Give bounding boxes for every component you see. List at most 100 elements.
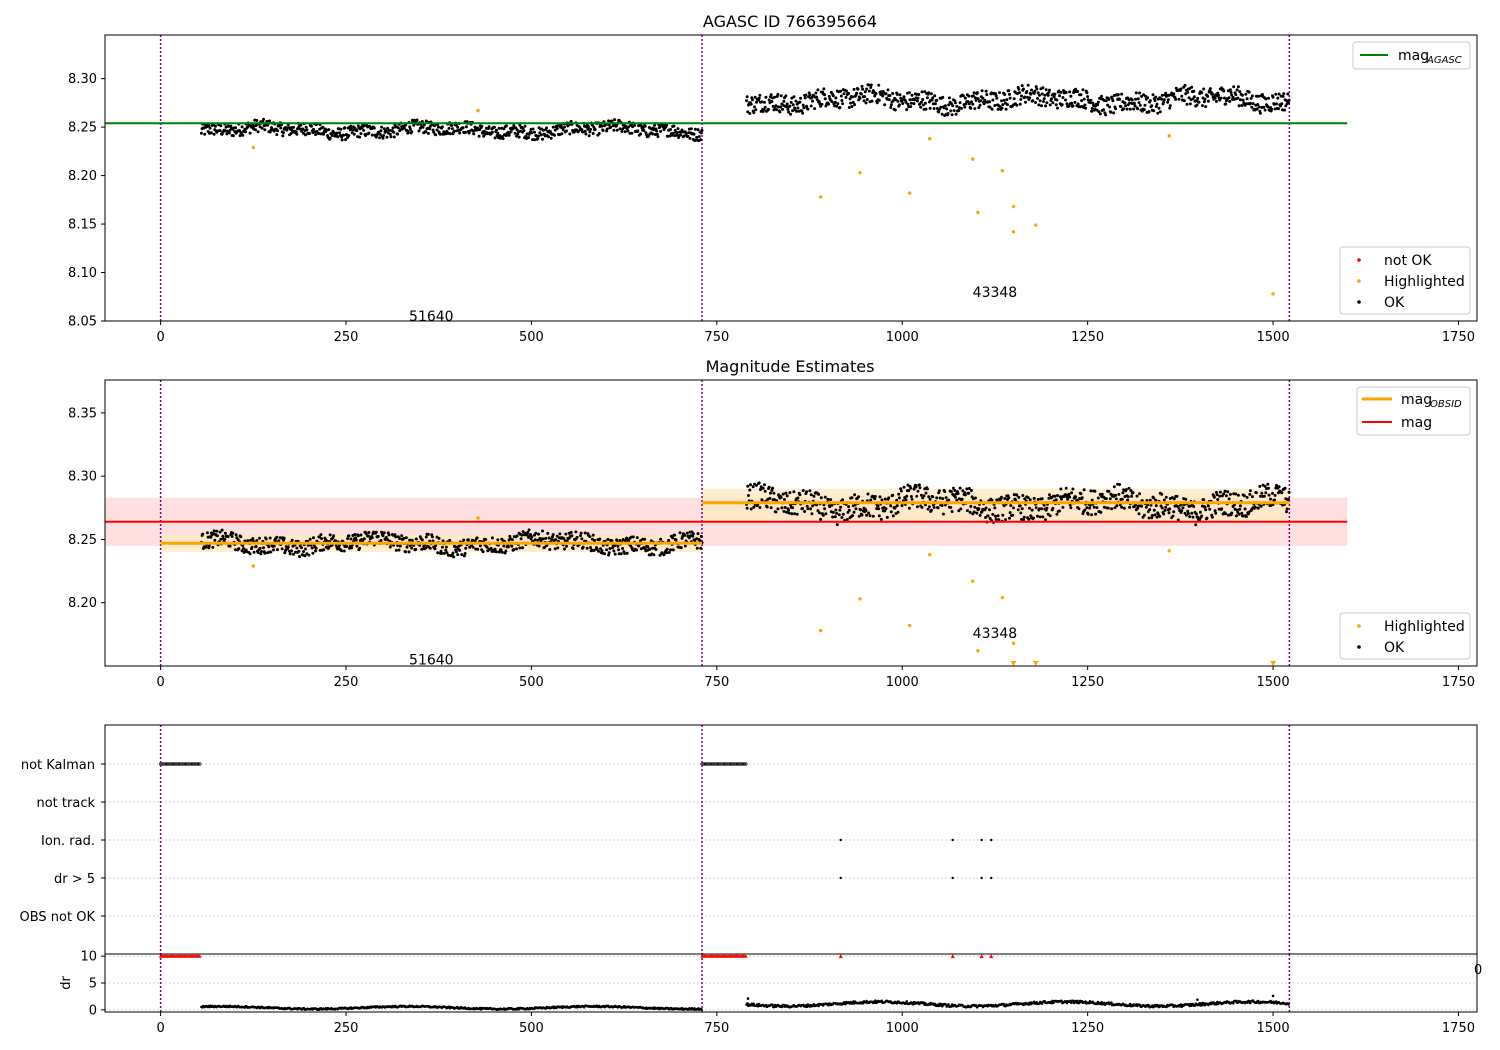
ok-point [1224, 102, 1228, 106]
dr-point [1196, 998, 1199, 1001]
ok-point [993, 104, 997, 107]
ok-point [1021, 494, 1025, 497]
x-tick-label: 1500 [1257, 330, 1290, 345]
ok-point [545, 126, 548, 130]
ok-point [1183, 83, 1187, 87]
ok-point [618, 127, 622, 131]
ok-point [697, 135, 701, 139]
ok-point [1048, 88, 1051, 92]
ok-point [757, 96, 761, 100]
ok-point [1015, 493, 1019, 497]
ok-point [445, 551, 449, 555]
ok-point [565, 129, 568, 133]
ok-point [1166, 100, 1170, 104]
ok-point [779, 496, 783, 499]
ok-point [394, 548, 398, 552]
ok-point [857, 495, 861, 499]
ok-point [957, 509, 961, 513]
ok-point [1088, 506, 1092, 510]
ok-point [782, 509, 786, 513]
ok-point [1222, 96, 1226, 100]
ok-point [1109, 110, 1113, 114]
ok-point [785, 494, 789, 498]
ok-point [1070, 101, 1074, 105]
ok-point [949, 109, 953, 113]
ok-point [1235, 88, 1239, 92]
ok-point [621, 538, 625, 541]
ok-point [1059, 487, 1063, 491]
ok-point [1064, 91, 1068, 94]
ok-point [1056, 494, 1059, 497]
ok-point [336, 547, 340, 551]
ok-point [977, 507, 981, 511]
ok-point [1277, 485, 1281, 489]
ok-point [963, 105, 967, 109]
ok-point [862, 99, 866, 103]
ok-point [919, 100, 923, 104]
ok-point [385, 135, 389, 139]
ok-point [761, 486, 765, 490]
ok-point [246, 539, 250, 543]
ok-point [1202, 87, 1206, 91]
ok-point [480, 124, 484, 128]
dr-point [1271, 994, 1275, 998]
ok-point [785, 510, 789, 514]
ok-point [871, 514, 875, 518]
ok-point [764, 95, 768, 99]
ok-point [539, 133, 543, 137]
y-tick-label: 10 [80, 950, 97, 965]
ok-point [901, 102, 905, 105]
ok-point [288, 552, 292, 556]
ok-point [1186, 90, 1190, 94]
ok-point [484, 538, 488, 541]
ok-point [1091, 101, 1095, 105]
ok-point [770, 100, 774, 103]
ok-point [402, 126, 406, 130]
ok-point [354, 538, 358, 542]
x-tick-label: 750 [704, 330, 729, 345]
ok-point [1102, 108, 1106, 112]
ok-point [1158, 514, 1162, 518]
ok-point [1130, 494, 1134, 498]
ok-point [612, 128, 616, 132]
dr-plot-content [105, 954, 1477, 1012]
ok-point [849, 101, 853, 105]
ok-point [1030, 508, 1034, 512]
dr-point [780, 1005, 784, 1009]
ok-point [1224, 512, 1228, 516]
ok-point [220, 528, 224, 532]
ok-point [343, 126, 347, 130]
ok-point [521, 530, 525, 534]
ok-point [290, 538, 294, 542]
ok-point [485, 545, 489, 549]
ok-point [489, 546, 493, 550]
ok-point [1045, 101, 1049, 105]
ok-point [1137, 512, 1141, 516]
ok-point [646, 545, 650, 549]
ok-point [919, 493, 923, 497]
ok-point [1036, 497, 1040, 501]
ok-point [589, 127, 592, 131]
ok-point [691, 534, 695, 538]
ok-point [1071, 104, 1075, 108]
ok-point [1001, 513, 1005, 517]
ok-point [1236, 85, 1240, 89]
x-tick-label: 0 [156, 675, 164, 690]
ok-point [478, 544, 482, 548]
ok-point [388, 132, 392, 136]
ok-point [1248, 492, 1252, 496]
ok-point [927, 495, 931, 499]
ok-point [585, 546, 589, 550]
ok-point [827, 102, 831, 106]
ok-point [252, 550, 256, 554]
ok-point [754, 108, 758, 112]
ok-point [1064, 486, 1068, 490]
ok-point [1195, 103, 1199, 107]
ok-point [893, 108, 897, 112]
ok-point [1216, 93, 1220, 97]
ok-point [896, 99, 900, 103]
ok-point [928, 106, 932, 110]
